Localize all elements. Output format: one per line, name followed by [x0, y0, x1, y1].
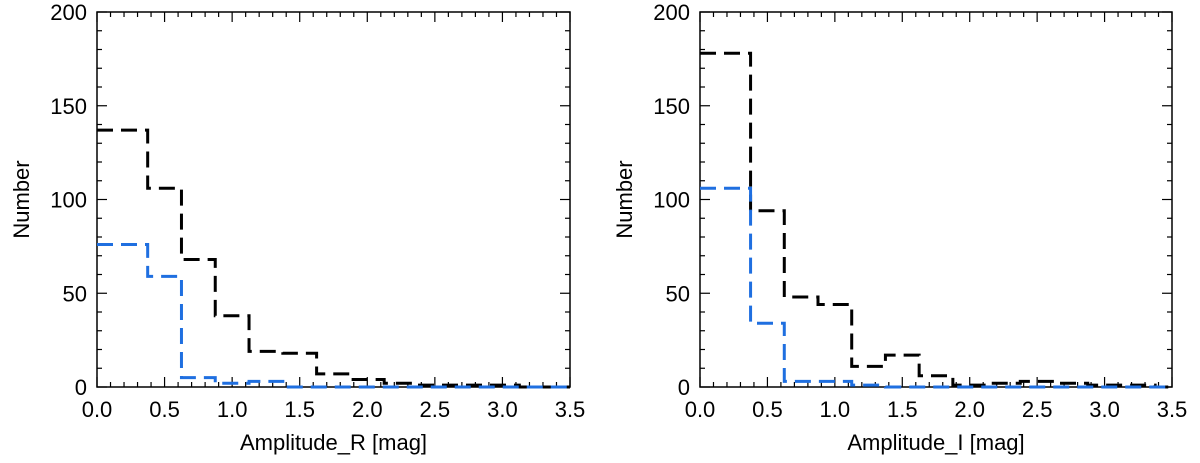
y-tick-label: 50 — [666, 281, 690, 306]
x-tick-label: 0.0 — [685, 397, 716, 422]
x-tick-label: 2.0 — [352, 397, 383, 422]
x-tick-label: 1.0 — [217, 397, 248, 422]
plot-frame — [699, 11, 1173, 388]
x-tick-label: 3.5 — [1157, 397, 1188, 422]
y-axis-label: Number — [612, 160, 637, 238]
plot-frame — [96, 11, 571, 388]
left-histogram-panel: 0.0 0.5 1.0 1.5 2.0 2.5 3.0 3.5 0 50 100 150 200 Ampl… — [9, 0, 585, 455]
x-tick-label: 3.0 — [487, 397, 518, 422]
x-tick-label: 1.5 — [887, 397, 918, 422]
x-tick-label: 2.5 — [1022, 397, 1053, 422]
y-tick-label: 150 — [653, 94, 690, 119]
x-tick-label: 0.5 — [149, 397, 180, 422]
y-axis-label: Number — [9, 160, 34, 238]
x-tick-label: 1.5 — [284, 397, 315, 422]
right-histogram-panel: 0.0 0.5 1.0 1.5 2.0 2.5 3.0 3.5 0 50 100 150 200 Ampl… — [612, 0, 1187, 455]
x-tick-label: 0.5 — [752, 397, 783, 422]
black-dashed-histogram — [700, 51, 1172, 389]
y-tick-label: 150 — [50, 94, 87, 119]
y-tick-label: 50 — [63, 281, 87, 306]
y-tick-label: 100 — [653, 188, 690, 213]
y-tick-label: 200 — [653, 0, 690, 25]
y-tick-label: 0 — [678, 375, 690, 400]
x-tick-label: 2.0 — [954, 397, 985, 422]
x-axis-label: Amplitude_I [mag] — [847, 430, 1024, 455]
x-tick-label: 3.5 — [555, 397, 586, 422]
x-tick-label: 0.0 — [82, 397, 113, 422]
y-tick-label: 200 — [50, 0, 87, 25]
x-tick-label: 3.0 — [1089, 397, 1120, 422]
y-tick-label: 0 — [75, 375, 87, 400]
blue-dashed-histogram — [700, 186, 1172, 389]
x-tick-label: 1.0 — [820, 397, 851, 422]
y-tick-label: 100 — [50, 188, 87, 213]
x-tick-label: 2.5 — [420, 397, 451, 422]
blue-dashed-histogram — [97, 243, 570, 389]
x-axis-label: Amplitude_R [mag] — [240, 430, 427, 455]
black-dashed-histogram — [97, 128, 570, 389]
